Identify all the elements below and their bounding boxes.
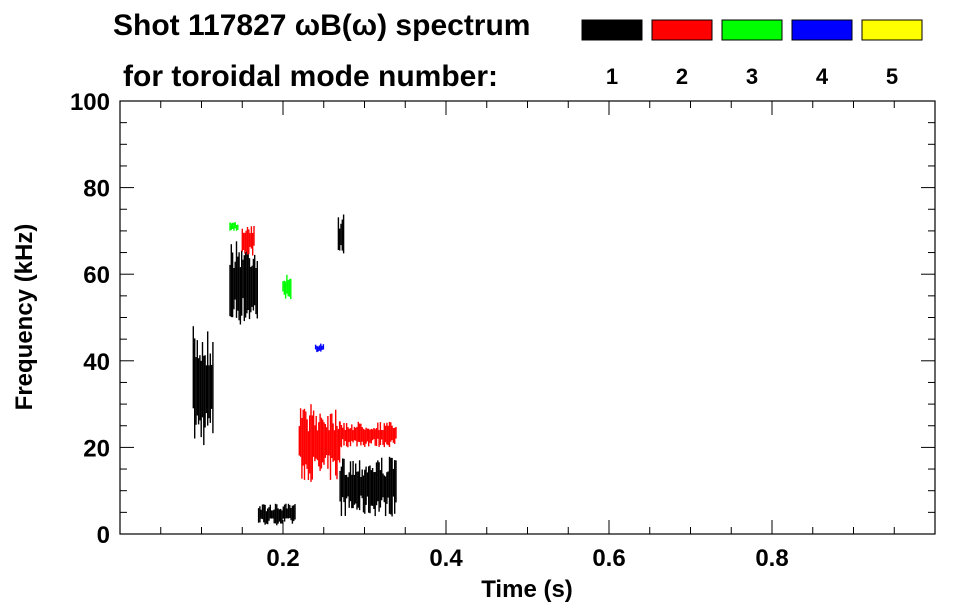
spectrum-region-mode-2 <box>298 404 341 482</box>
legend-swatch-mode-5 <box>861 19 923 41</box>
legend: 1 2 3 4 5 <box>581 19 923 89</box>
y-tick-label: 0 <box>97 522 110 549</box>
y-tick-label: 40 <box>83 349 110 376</box>
legend-label-mode-3: 3 <box>746 64 758 89</box>
spectrum-region-mode-1 <box>192 326 214 446</box>
legend-label-mode-4: 4 <box>816 64 829 89</box>
y-tick-label: 80 <box>83 176 110 203</box>
plot-frame <box>119 100 936 535</box>
spectrum-region-mode-1 <box>229 241 258 325</box>
x-tick-label: 0.2 <box>266 545 299 572</box>
spectrum-region-mode-3 <box>229 222 239 231</box>
legend-label-mode-5: 5 <box>886 64 898 89</box>
legend-swatch-mode-3 <box>721 19 783 41</box>
y-tick-label: 60 <box>83 262 110 289</box>
y-tick-label: 100 <box>70 89 110 116</box>
legend-label-mode-1: 1 <box>606 64 618 89</box>
spectrum-region-mode-1 <box>257 503 296 526</box>
chart-title-line1: Shot 117827 ωB(ω) spectrum <box>113 9 530 42</box>
x-tick-label: 0.4 <box>429 545 463 572</box>
x-tick-label: 0.6 <box>592 545 625 572</box>
x-tick-label: 0.8 <box>755 545 788 572</box>
legend-swatch-mode-1 <box>581 19 643 41</box>
legend-swatch-mode-4 <box>791 19 853 41</box>
spectrum-region-mode-1 <box>339 456 397 517</box>
axes: 0 20 40 60 80 100 0.2 0.4 0.6 0.8 <box>70 89 936 572</box>
spectrum-region-mode-1 <box>337 214 345 254</box>
chart-title-line2: for toroidal mode number: <box>123 60 498 93</box>
legend-label-mode-2: 2 <box>676 64 688 89</box>
x-axis-label: Time (s) <box>481 576 573 603</box>
spectrum-region-mode-4 <box>314 343 325 353</box>
spectrum-regions <box>192 214 397 526</box>
y-axis-label: Frequency (kHz) <box>11 224 38 411</box>
legend-swatch-mode-2 <box>651 19 713 41</box>
spectrum-region-mode-2 <box>241 226 255 256</box>
spectrum-region-mode-2 <box>339 421 397 448</box>
spectrum-region-mode-3 <box>282 274 292 300</box>
y-tick-label: 20 <box>83 435 110 462</box>
